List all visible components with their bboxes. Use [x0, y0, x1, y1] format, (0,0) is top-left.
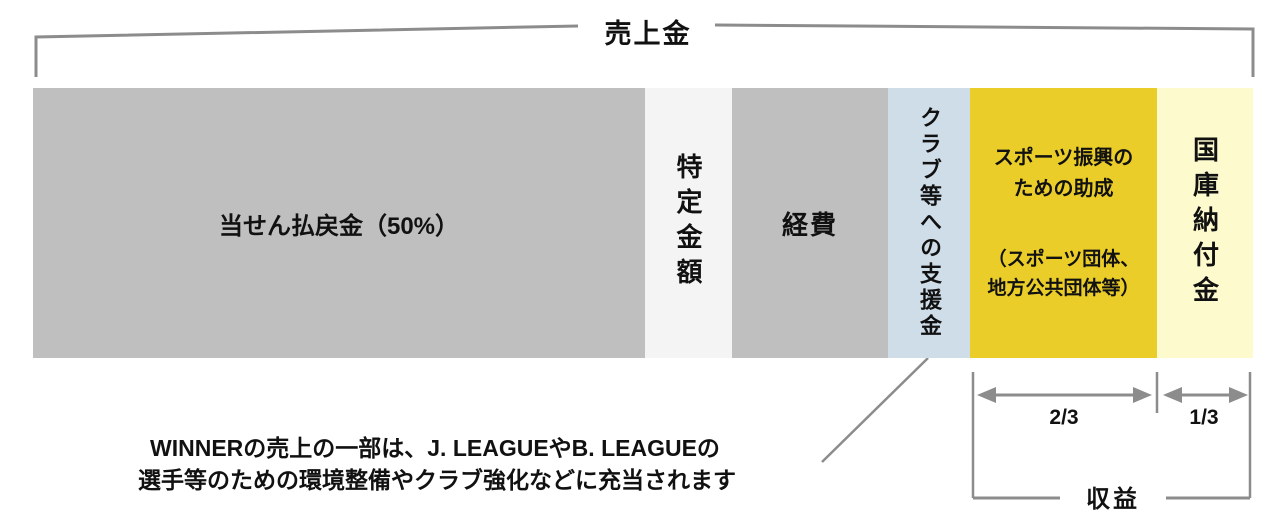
leader-line [821, 357, 929, 463]
segment-national-treasury: 国庫納付金 [1157, 88, 1253, 358]
club-support-label: クラブ等への支援金 [917, 106, 942, 340]
segment-winning-payout: 当せん払戻金（50%） [33, 88, 645, 358]
one-third-arrow [1163, 387, 1248, 403]
two-thirds-label: 2/3 [1049, 406, 1079, 429]
expenses-label: 経費 [781, 209, 838, 240]
segment-specified-amount: 特定金額 [645, 88, 732, 358]
sports-promotion-sublabel: （スポーツ団体、 地方公共団体等） [987, 249, 1140, 299]
note-text-line1: WINNERの売上の一部は、J. LEAGUEやB. LEAGUEの [150, 435, 720, 461]
note-text-line2: 選手等のための環境整備やクラブ強化などに充当されます [138, 467, 736, 493]
segment-expenses: 経費 [732, 88, 888, 358]
sales-total-label: 売上金 [604, 19, 692, 49]
segment-sports-promotion: スポーツ振興の ための助成 （スポーツ団体、 地方公共団体等） [970, 88, 1157, 358]
sports-promotion-label: スポーツ振興の ための助成 [993, 147, 1134, 200]
winning-payout-label: 当せん払戻金（50%） [218, 212, 460, 240]
specified-amount-label: 特定金額 [673, 153, 703, 293]
national-treasury-label: 国庫納付金 [1189, 135, 1220, 311]
segment-club-support: クラブ等への支援金 [888, 88, 970, 358]
one-third-label: 1/3 [1189, 406, 1219, 429]
allocation-bar: 当せん払戻金（50%） 特定金額 経費 クラブ等への支援金 スポーツ振興の ため… [33, 88, 1253, 358]
profit-label: 収益 [1086, 486, 1140, 513]
two-thirds-arrow [977, 387, 1152, 403]
